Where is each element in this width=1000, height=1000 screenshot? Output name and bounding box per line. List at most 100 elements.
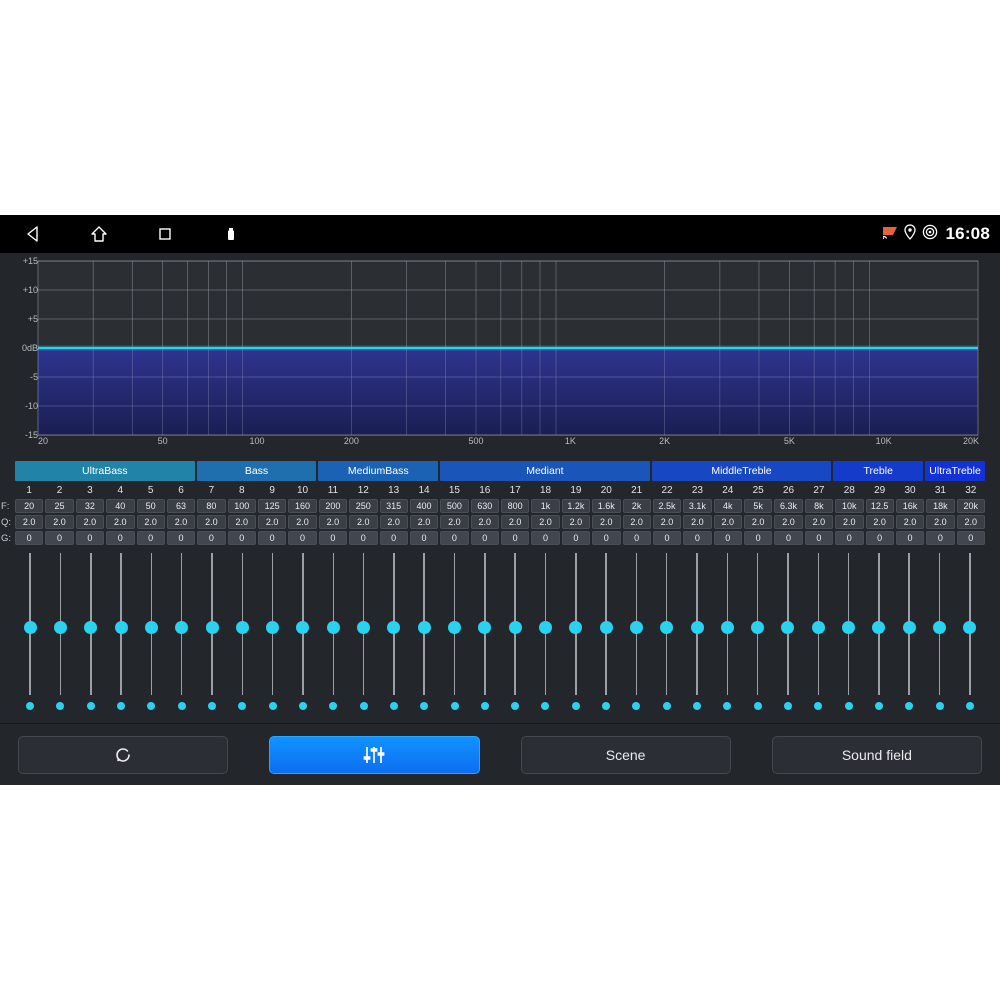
gain-value[interactable]: 0 [713,531,742,545]
slider-thumb[interactable] [629,621,643,634]
q-value[interactable]: 2.0 [926,515,955,529]
eq-slider[interactable] [682,551,712,719]
gain-value[interactable]: 0 [75,531,105,545]
gain-value[interactable]: 0 [318,531,348,545]
slider-indicator-dot[interactable] [480,702,489,710]
gain-value[interactable]: 0 [683,531,712,545]
slider-indicator-dot[interactable] [571,702,580,710]
q-value[interactable]: 2.0 [561,515,591,529]
slider-thumb[interactable] [690,621,704,634]
frequency-value[interactable]: 500 [440,499,469,513]
q-value[interactable]: 2.0 [75,515,105,529]
sound-field-button[interactable]: Sound field [771,735,982,774]
q-value[interactable]: 2.0 [865,515,894,529]
frequency-value[interactable]: 250 [349,499,378,513]
eq-slider[interactable] [743,551,773,719]
frequency-value[interactable]: 80 [197,499,226,513]
slider-thumb[interactable] [114,621,128,634]
frequency-value[interactable]: 630 [470,499,499,513]
q-value[interactable]: 2.0 [136,515,165,529]
q-value[interactable]: 2.0 [622,515,651,529]
gain-value[interactable]: 0 [15,531,44,545]
slider-indicator-dot[interactable] [420,702,429,710]
band-tab-treble[interactable]: Treble [833,461,924,481]
slider-indicator-dot[interactable] [632,702,641,710]
eq-slider[interactable] [409,551,439,719]
eq-slider[interactable] [167,551,197,719]
slider-thumb[interactable] [478,621,492,634]
slider-indicator-dot[interactable] [389,702,398,710]
frequency-value[interactable]: 2.5k [652,499,682,513]
slider-thumb[interactable] [569,621,583,634]
q-value[interactable]: 2.0 [197,515,226,529]
slider-thumb[interactable] [23,621,37,634]
frequency-value[interactable]: 800 [501,499,530,513]
frequency-value[interactable]: 125 [258,499,287,513]
slider-indicator-dot[interactable] [56,702,65,710]
eq-slider[interactable] [379,551,409,719]
slider-indicator-dot[interactable] [238,702,247,710]
gain-value[interactable]: 0 [440,531,469,545]
frequency-value[interactable]: 1.6k [592,499,621,513]
gain-value[interactable]: 0 [166,531,196,545]
q-value[interactable]: 2.0 [349,515,378,529]
eq-slider[interactable] [924,551,954,719]
eq-slider[interactable] [591,551,621,719]
q-value[interactable]: 2.0 [713,515,742,529]
eq-slider[interactable] [530,551,560,719]
eq-slider[interactable] [348,551,378,719]
slider-thumb[interactable] [53,621,67,634]
eq-slider[interactable] [258,551,288,719]
frequency-value[interactable]: 1.2k [561,499,591,513]
frequency-value[interactable]: 20k [956,499,985,513]
scene-button[interactable]: Scene [520,735,731,774]
slider-indicator-dot[interactable] [450,702,459,710]
gain-value[interactable]: 0 [531,531,560,545]
eq-slider[interactable] [621,551,651,719]
slider-thumb[interactable] [387,621,401,634]
frequency-value[interactable]: 160 [288,499,317,513]
usb-drive-icon[interactable] [198,215,264,253]
q-value[interactable]: 2.0 [744,515,773,529]
frequency-value[interactable]: 40 [106,499,135,513]
frequency-value[interactable]: 1k [531,499,560,513]
slider-thumb[interactable] [417,621,431,634]
eq-slider[interactable] [561,551,591,719]
eq-slider[interactable] [45,551,75,719]
q-value[interactable]: 2.0 [683,515,712,529]
q-value[interactable]: 2.0 [258,515,287,529]
gain-value[interactable]: 0 [136,531,165,545]
gain-value[interactable]: 0 [349,531,378,545]
slider-thumb[interactable] [175,621,189,634]
frequency-value[interactable]: 5k [744,499,773,513]
slider-indicator-dot[interactable] [965,702,974,710]
gain-value[interactable]: 0 [622,531,651,545]
slider-thumb[interactable] [842,621,856,634]
slider-thumb[interactable] [144,621,158,634]
eq-slider[interactable] [773,551,803,719]
q-value[interactable]: 2.0 [835,515,864,529]
q-value[interactable]: 2.0 [166,515,196,529]
slider-indicator-dot[interactable] [693,702,702,710]
eq-slider[interactable] [76,551,106,719]
q-value[interactable]: 2.0 [956,515,985,529]
slider-thumb[interactable] [751,621,765,634]
frequency-value[interactable]: 3.1k [683,499,712,513]
frequency-value[interactable]: 4k [713,499,742,513]
gain-value[interactable]: 0 [470,531,499,545]
band-tab-ultrabass[interactable]: UltraBass [15,461,195,481]
slider-indicator-dot[interactable] [26,702,35,710]
band-tab-mediumbass[interactable]: MediumBass [318,461,439,481]
slider-indicator-dot[interactable] [268,702,277,710]
q-value[interactable]: 2.0 [470,515,499,529]
slider-thumb[interactable] [266,621,280,634]
gain-value[interactable]: 0 [288,531,317,545]
q-value[interactable]: 2.0 [318,515,348,529]
eq-slider[interactable] [136,551,166,719]
slider-thumb[interactable] [205,621,219,634]
slider-thumb[interactable] [872,621,886,634]
home-icon[interactable] [66,215,132,253]
frequency-value[interactable]: 2k [622,499,651,513]
gain-value[interactable]: 0 [652,531,682,545]
frequency-value[interactable]: 18k [926,499,955,513]
